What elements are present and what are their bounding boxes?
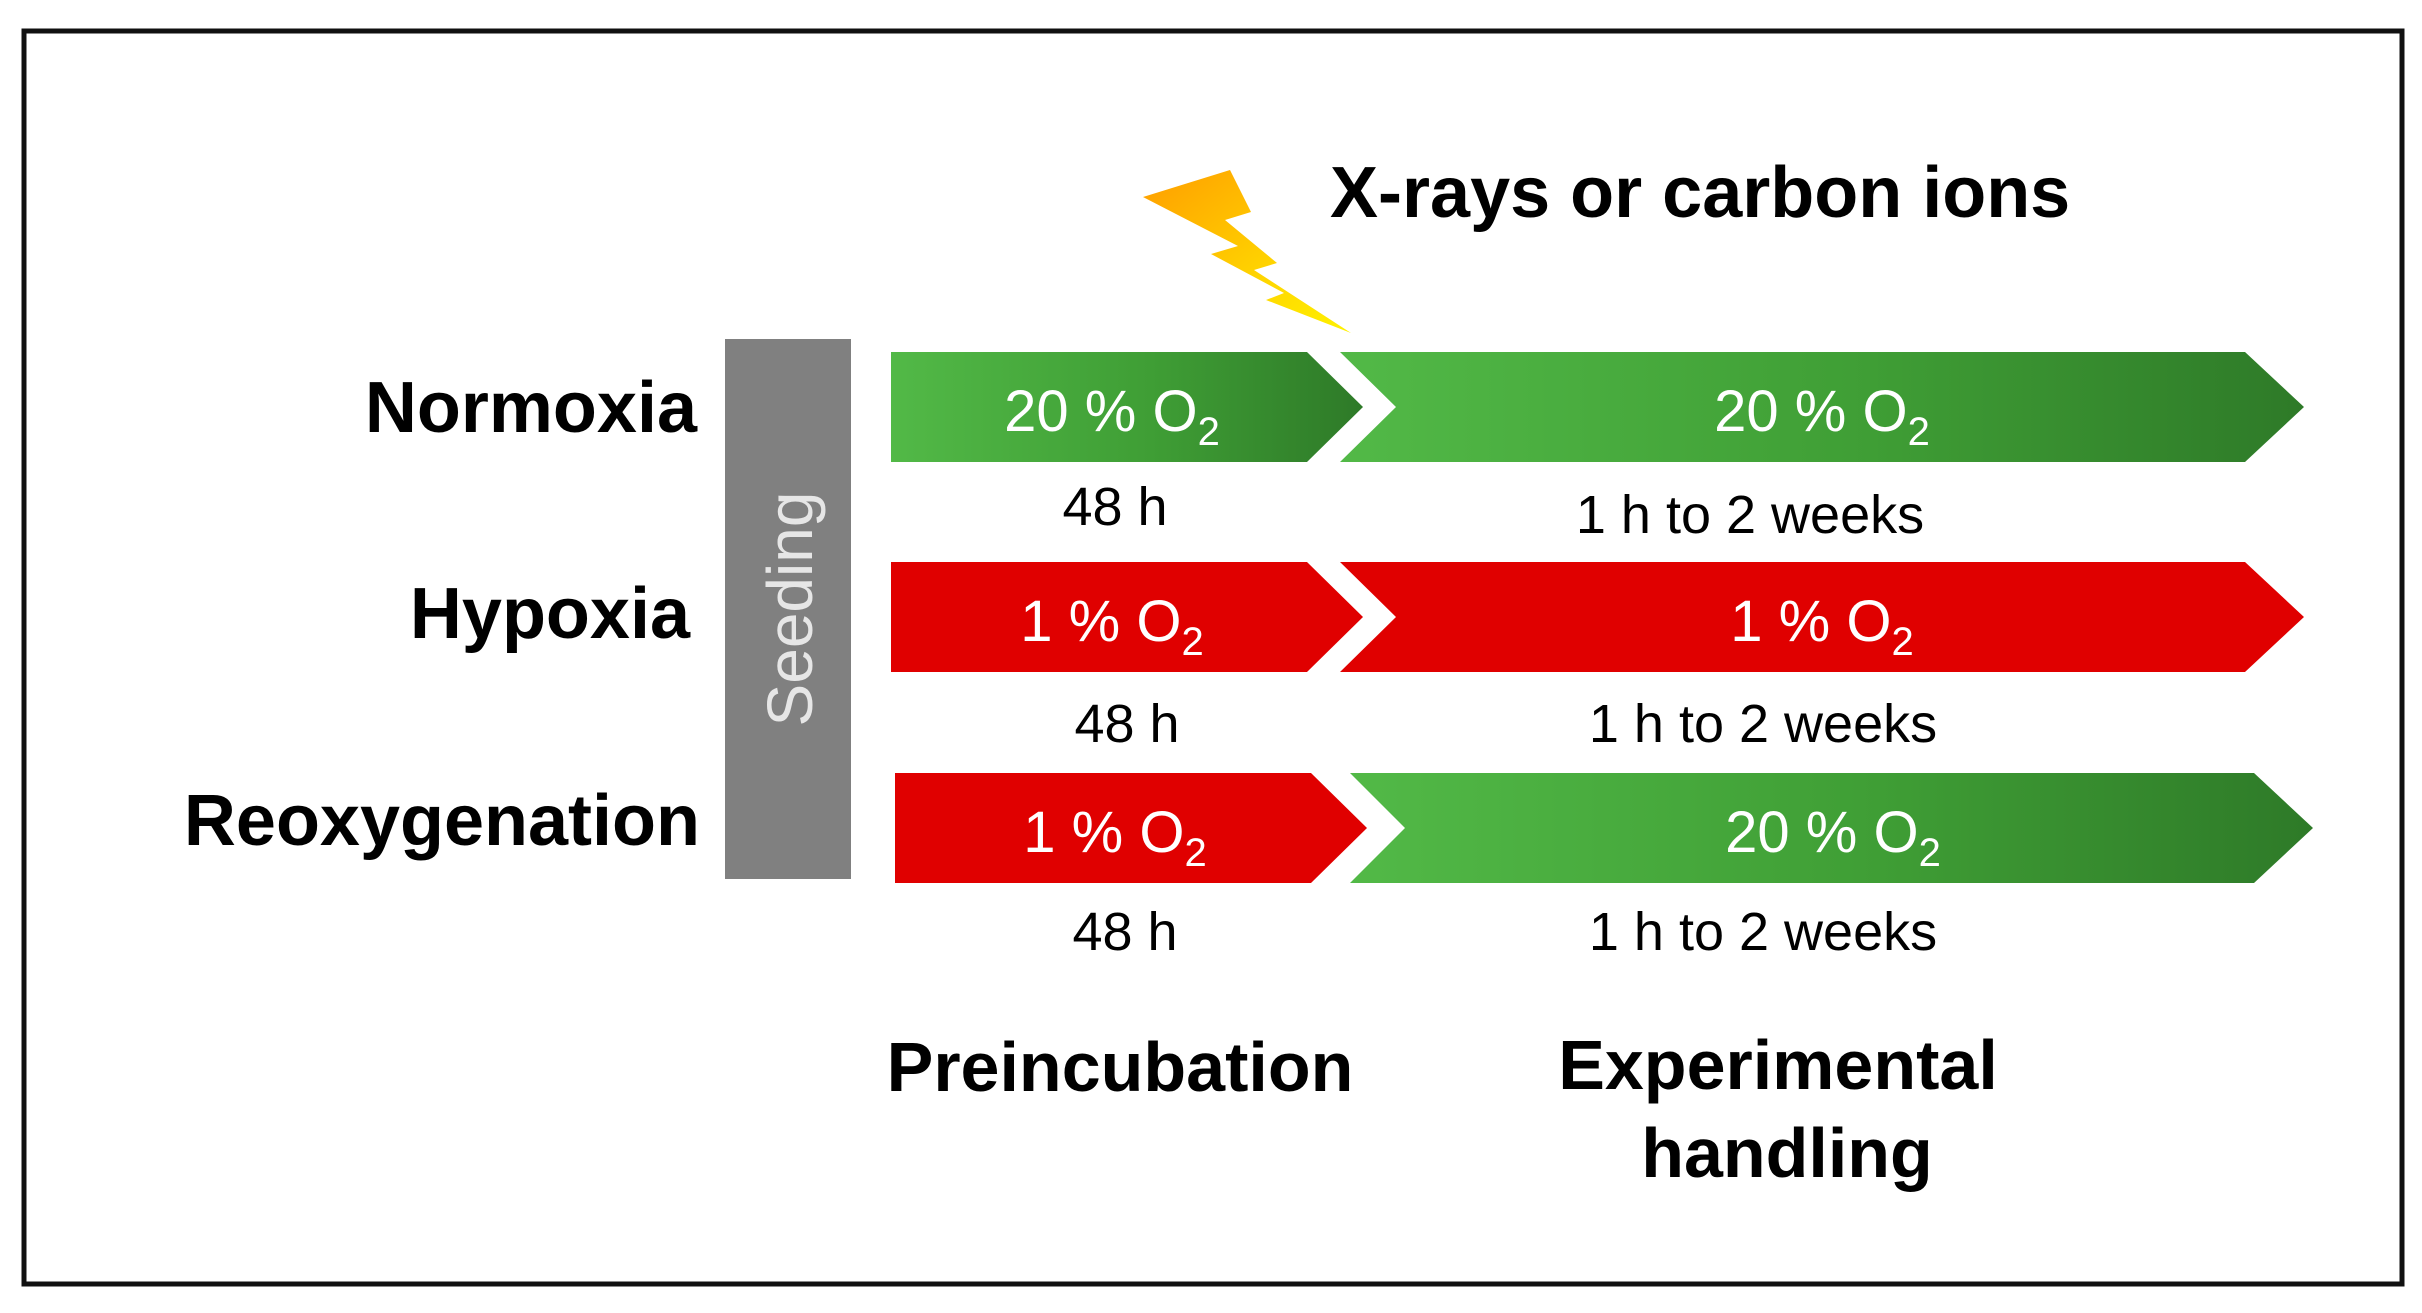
row-label-reoxygenation: Reoxygenation: [184, 781, 700, 861]
phase-label-experimental: Experimental: [1558, 1026, 1998, 1104]
seeding-bar: [725, 339, 851, 879]
reoxygenation-pre-arrow: [895, 773, 1367, 883]
normoxia-exp-duration: 1 h to 2 weeks: [1576, 485, 1924, 545]
hypoxia-pre-label: 1 % O2: [1020, 589, 1203, 664]
hypoxia-exp-duration: 1 h to 2 weeks: [1589, 694, 1937, 754]
phase-label-preincubation: Preincubation: [887, 1028, 1354, 1106]
row-label-hypoxia: Hypoxia: [410, 574, 691, 654]
reoxygenation-exp-duration: 1 h to 2 weeks: [1589, 902, 1937, 962]
hypoxia-exp-arrow: [1340, 562, 2304, 672]
reoxygenation-pre-duration: 48 h: [1072, 902, 1177, 962]
row-label-normoxia: Normoxia: [365, 368, 698, 448]
reoxygenation-exp-arrow: [1350, 773, 2313, 883]
reoxygenation-exp-label: 20 % O2: [1725, 800, 1941, 875]
hypoxia-pre-arrow: [891, 562, 1363, 672]
seeding-label: Seeding: [754, 492, 826, 727]
lightning-bolt-icon: [1143, 170, 1351, 333]
normoxia-exp-label: 20 % O2: [1714, 379, 1930, 454]
normoxia-pre-label: 20 % O2: [1004, 379, 1220, 454]
hypoxia-pre-duration: 48 h: [1074, 694, 1179, 754]
phase-label-handling: handling: [1641, 1114, 1933, 1192]
hypoxia-exp-label: 1 % O2: [1730, 589, 1913, 664]
normoxia-pre-arrow: [891, 352, 1363, 462]
normoxia-pre-duration: 48 h: [1062, 477, 1167, 537]
radiation-title: X-rays or carbon ions: [1330, 153, 2070, 233]
normoxia-exp-arrow: [1340, 352, 2304, 462]
reoxygenation-pre-label: 1 % O2: [1023, 800, 1206, 875]
